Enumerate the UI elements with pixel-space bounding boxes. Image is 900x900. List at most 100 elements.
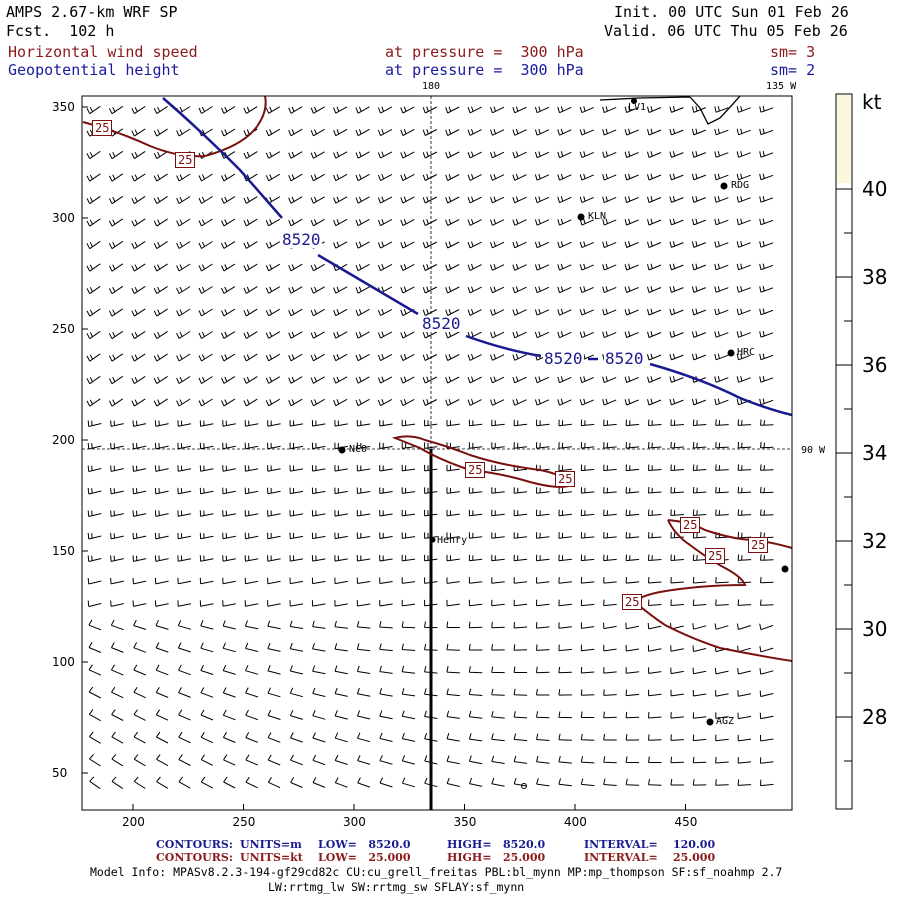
wind-contour-label: 25	[622, 594, 643, 610]
wind-barb	[333, 128, 348, 137]
wind-barb	[108, 218, 124, 227]
contour2-interval: INTERVAL= 25.000	[584, 851, 716, 864]
wind-barb	[491, 621, 505, 629]
wind-barb	[648, 419, 662, 426]
wind-barb	[401, 554, 416, 562]
wind-barb	[512, 353, 527, 361]
wind-barb	[736, 263, 751, 271]
wind-barb	[178, 731, 191, 744]
wind-barb	[355, 241, 370, 249]
wind-barb	[467, 106, 482, 114]
wind-barb	[377, 263, 393, 272]
colorbar-label: 28	[862, 705, 888, 729]
wind-barb	[446, 464, 460, 472]
wind-barb	[265, 286, 281, 294]
wind-barb	[513, 487, 528, 494]
wind-barb	[490, 173, 505, 181]
wind-barb	[198, 218, 213, 227]
wind-barb	[244, 555, 259, 562]
wind-barb	[736, 151, 751, 158]
wind-barb	[647, 376, 662, 383]
wind-barb	[155, 731, 169, 744]
wind-barb	[691, 308, 706, 316]
wind-barb	[692, 441, 707, 449]
wind-barb	[154, 420, 169, 427]
wind-barb	[401, 688, 416, 697]
wind-barb	[176, 263, 191, 272]
wind-barb	[468, 688, 483, 696]
wind-barb	[467, 308, 482, 316]
wind-barb	[422, 264, 438, 271]
wind-barb	[468, 621, 483, 629]
wind-barb	[536, 622, 550, 629]
wind-barb	[446, 577, 460, 584]
wind-barb	[625, 442, 640, 449]
wind-barb	[714, 128, 729, 136]
wind-barb	[288, 128, 303, 137]
wind-barb	[513, 733, 528, 742]
wind-barb	[267, 600, 281, 607]
wind-barb	[759, 173, 774, 181]
wind-barb	[243, 196, 258, 204]
wind-barb	[177, 420, 192, 427]
wind-barb	[86, 263, 101, 272]
wind-barb	[132, 465, 147, 472]
wind-barb	[759, 196, 774, 203]
wind-barb	[669, 353, 684, 361]
x-tick-label: 200	[122, 815, 145, 829]
wind-barb	[265, 106, 281, 114]
wind-barb	[490, 196, 505, 204]
wind-barb	[446, 554, 460, 562]
wind-barb	[759, 151, 774, 158]
wind-barb	[692, 531, 707, 539]
wind-barb	[736, 331, 751, 338]
wind-barb	[534, 286, 550, 294]
wind-barb	[86, 353, 101, 362]
wind-barb	[178, 754, 191, 766]
wind-barbs	[86, 105, 774, 790]
wind-barb	[580, 778, 595, 787]
wind-barb	[267, 532, 281, 540]
wind-barb	[714, 151, 729, 158]
wind-barb	[312, 754, 326, 766]
wind-barb	[356, 487, 371, 494]
wind-barb	[580, 464, 595, 472]
wind-barb	[602, 308, 617, 316]
wind-barb	[491, 509, 505, 517]
wind-barb	[178, 687, 191, 698]
wind-barb	[558, 577, 572, 584]
contour1-high: HIGH= 8520.0	[447, 838, 546, 851]
wind-barb	[87, 487, 102, 495]
wind-barb	[87, 465, 102, 472]
wind-barb	[760, 599, 774, 606]
wind-barb	[536, 666, 550, 674]
wind-barb	[377, 376, 393, 384]
wind-barb	[288, 286, 303, 294]
wind-barb	[154, 600, 169, 607]
wind-barb	[648, 509, 662, 516]
wind-barb	[760, 554, 774, 561]
wind-barb	[400, 173, 415, 182]
wind-barb	[110, 600, 124, 607]
wind-barb	[692, 486, 707, 494]
wind-barb	[86, 375, 101, 385]
wind-barb	[557, 151, 572, 159]
wind-barb	[536, 487, 550, 494]
wind-barb	[759, 376, 774, 383]
wind-barb	[715, 464, 729, 471]
wind-barb	[491, 577, 505, 584]
wind-barb	[536, 554, 550, 562]
wind-barb	[222, 577, 236, 585]
wind-barb	[446, 419, 460, 427]
wind-barb	[558, 487, 572, 494]
wind-barb	[200, 709, 214, 721]
y-tick-label: 350	[52, 100, 75, 114]
wind-barb	[669, 196, 684, 203]
wind-barb	[602, 151, 617, 159]
wind-barb	[153, 330, 168, 340]
wind-barb	[669, 128, 684, 136]
wind-barb	[624, 263, 639, 271]
wind-barb	[714, 376, 729, 383]
wind-barb	[422, 106, 438, 114]
wind-barb	[288, 151, 303, 159]
